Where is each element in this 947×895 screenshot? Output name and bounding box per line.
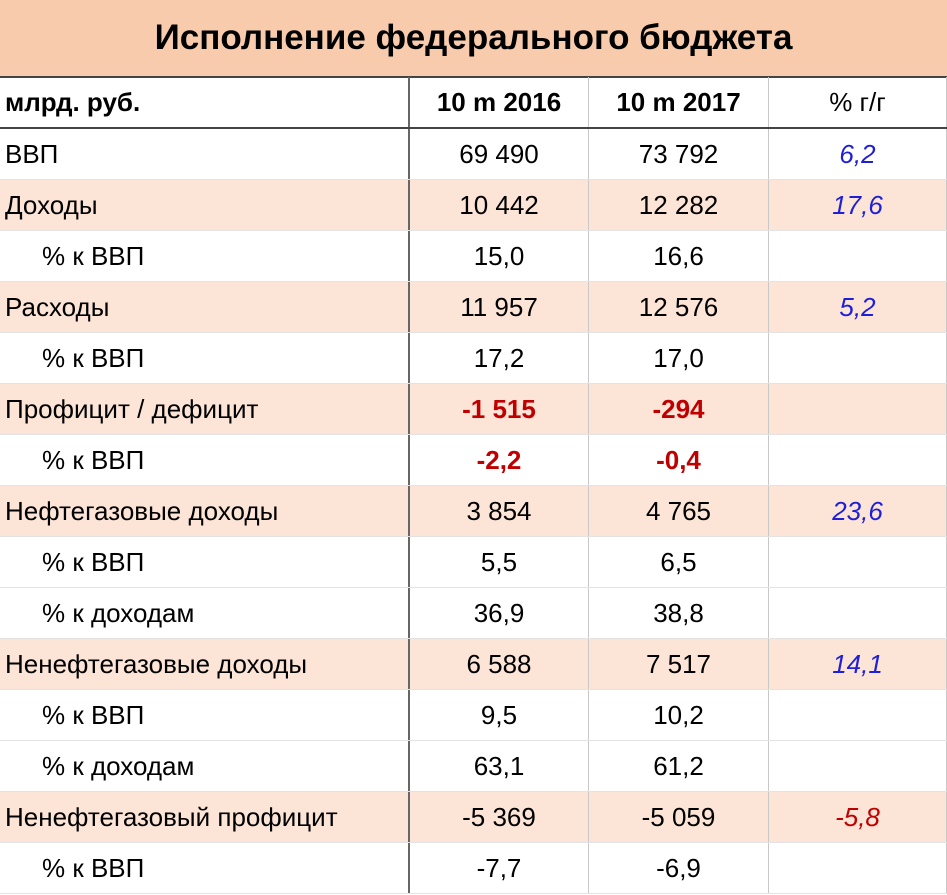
row-value-yoy xyxy=(768,231,947,281)
row-value-2016: -2,2 xyxy=(408,435,588,485)
row-value-2016: 36,9 xyxy=(408,588,588,638)
row-value-2017: 4 765 xyxy=(588,486,768,536)
table-row: Ненефтегазовый профицит -5 369 -5 059 -5… xyxy=(0,792,947,843)
table-row: Расходы 11 957 12 576 5,2 xyxy=(0,282,947,333)
table-row: Нефтегазовые доходы 3 854 4 765 23,6 xyxy=(0,486,947,537)
row-label: Расходы xyxy=(5,291,110,322)
table-header-row: млрд. руб. 10 m 2016 10 m 2017 % г/г xyxy=(0,77,947,129)
row-value-2017: 12 576 xyxy=(588,282,768,332)
row-value-2016: 9,5 xyxy=(408,690,588,740)
row-value-yoy xyxy=(768,588,947,638)
table-row: % к ВВП -2,2 -0,4 xyxy=(0,435,947,486)
row-value-yoy xyxy=(768,690,947,740)
table-row: % к ВВП 15,0 16,6 xyxy=(0,231,947,282)
row-label: % к ВВП xyxy=(42,546,145,577)
row-value-2017: -0,4 xyxy=(588,435,768,485)
row-value-2016: 17,2 xyxy=(408,333,588,383)
row-label: Ненефтегазовые доходы xyxy=(5,648,308,679)
row-value-yoy: -5,8 xyxy=(768,792,947,842)
row-value-yoy xyxy=(768,537,947,587)
row-value-2016: -5 369 xyxy=(408,792,588,842)
row-value-2017: 38,8 xyxy=(588,588,768,638)
row-value-2016: 15,0 xyxy=(408,231,588,281)
row-value-2016: 6 588 xyxy=(408,639,588,689)
row-value-2016: 69 490 xyxy=(408,129,588,179)
row-value-2017: 7 517 xyxy=(588,639,768,689)
table-row: % к ВВП 17,2 17,0 xyxy=(0,333,947,384)
row-value-2016: -1 515 xyxy=(408,384,588,434)
row-value-yoy: 5,2 xyxy=(768,282,947,332)
row-value-2016: 3 854 xyxy=(408,486,588,536)
row-label: % к доходам xyxy=(42,597,195,628)
row-value-2017: 16,6 xyxy=(588,231,768,281)
row-value-2017: 12 282 xyxy=(588,180,768,230)
row-label: % к ВВП xyxy=(42,342,145,373)
row-value-yoy: 14,1 xyxy=(768,639,947,689)
row-label: Ненефтегазовый профицит xyxy=(5,801,338,832)
header-col-yoy: % г/г xyxy=(768,77,947,127)
page-title: Исполнение федерального бюджета xyxy=(0,0,947,78)
header-unit: млрд. руб. xyxy=(5,86,141,117)
table-row: % к ВВП -7,7 -6,9 xyxy=(0,843,947,894)
row-value-yoy xyxy=(768,741,947,791)
header-col-2017: 10 m 2017 xyxy=(588,77,768,127)
table-row: Ненефтегазовые доходы 6 588 7 517 14,1 xyxy=(0,639,947,690)
table-row: % к доходам 63,1 61,2 xyxy=(0,741,947,792)
row-value-2017: 73 792 xyxy=(588,129,768,179)
row-value-2017: 61,2 xyxy=(588,741,768,791)
row-label: % к ВВП xyxy=(42,852,145,883)
table-row: % к ВВП 9,5 10,2 xyxy=(0,690,947,741)
row-value-2017: -6,9 xyxy=(588,843,768,893)
table-row: % к ВВП 5,5 6,5 xyxy=(0,537,947,588)
row-value-yoy xyxy=(768,333,947,383)
row-label: ВВП xyxy=(5,138,59,169)
row-value-2016: 11 957 xyxy=(408,282,588,332)
row-value-yoy xyxy=(768,843,947,893)
row-label: % к доходам xyxy=(42,750,195,781)
row-value-2016: 63,1 xyxy=(408,741,588,791)
row-label: Профицит / дефицит xyxy=(5,393,259,424)
header-col-2016: 10 m 2016 xyxy=(408,77,588,127)
row-value-2017: -5 059 xyxy=(588,792,768,842)
table-row: % к доходам 36,9 38,8 xyxy=(0,588,947,639)
budget-table: млрд. руб. 10 m 2016 10 m 2017 % г/г ВВП… xyxy=(0,77,947,894)
table-row: Профицит / дефицит -1 515 -294 xyxy=(0,384,947,435)
row-value-2016: 5,5 xyxy=(408,537,588,587)
table-row: ВВП 69 490 73 792 6,2 xyxy=(0,129,947,180)
row-value-2017: 6,5 xyxy=(588,537,768,587)
table-row: Доходы 10 442 12 282 17,6 xyxy=(0,180,947,231)
row-value-2017: 10,2 xyxy=(588,690,768,740)
row-value-2017: 17,0 xyxy=(588,333,768,383)
row-label: % к ВВП xyxy=(42,444,145,475)
row-label: Нефтегазовые доходы xyxy=(5,495,279,526)
row-value-yoy xyxy=(768,384,947,434)
row-value-yoy: 6,2 xyxy=(768,129,947,179)
row-value-yoy: 17,6 xyxy=(768,180,947,230)
row-label: % к ВВП xyxy=(42,240,145,271)
row-value-2016: -7,7 xyxy=(408,843,588,893)
row-label: % к ВВП xyxy=(42,699,145,730)
row-value-yoy: 23,6 xyxy=(768,486,947,536)
row-value-2017: -294 xyxy=(588,384,768,434)
row-label: Доходы xyxy=(5,189,98,220)
row-value-2016: 10 442 xyxy=(408,180,588,230)
row-value-yoy xyxy=(768,435,947,485)
